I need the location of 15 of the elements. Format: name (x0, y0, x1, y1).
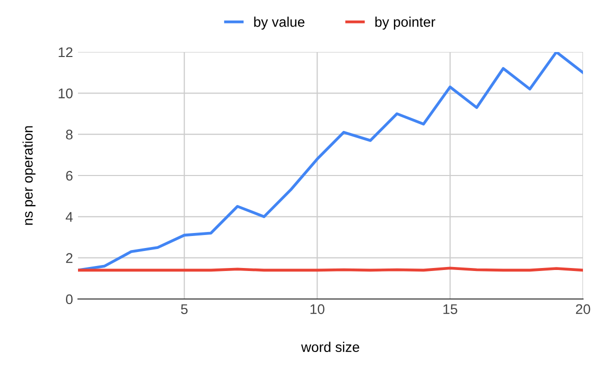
x-tick-label: 15 (443, 304, 458, 314)
x-tick-label: 5 (181, 304, 188, 314)
y-tick-label: 8 (66, 130, 73, 140)
y-tick-label: 2 (66, 253, 72, 263)
y-tick-label: 12 (58, 47, 72, 58)
legend-label: by value (254, 16, 304, 30)
x-tick-label: 20 (576, 304, 590, 314)
y-tick-label: 4 (66, 212, 73, 222)
y-tick-label: 6 (66, 170, 73, 181)
y-tick-label: 0 (66, 294, 73, 304)
y-tick-label: 10 (58, 88, 73, 98)
x-tick-label: 10 (310, 304, 324, 314)
legend-label: by pointer (375, 16, 436, 30)
x-axis-title: word size (301, 342, 360, 352)
y-axis-title: ns per operation (22, 126, 36, 225)
